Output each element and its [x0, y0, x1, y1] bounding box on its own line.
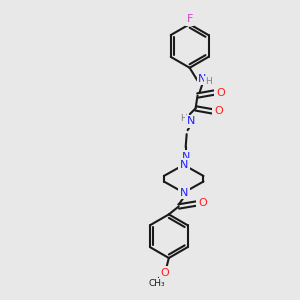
Text: F: F: [186, 14, 193, 24]
Text: H: H: [180, 114, 187, 123]
Text: N: N: [186, 116, 195, 126]
Text: N: N: [182, 152, 190, 162]
Text: O: O: [198, 199, 207, 208]
Text: O: O: [214, 106, 223, 116]
Text: CH₃: CH₃: [148, 279, 165, 288]
Text: H: H: [205, 77, 212, 86]
Text: N: N: [179, 188, 188, 198]
Text: O: O: [160, 268, 169, 278]
Text: O: O: [216, 88, 225, 98]
Text: N: N: [179, 160, 188, 170]
Text: N: N: [198, 74, 207, 84]
